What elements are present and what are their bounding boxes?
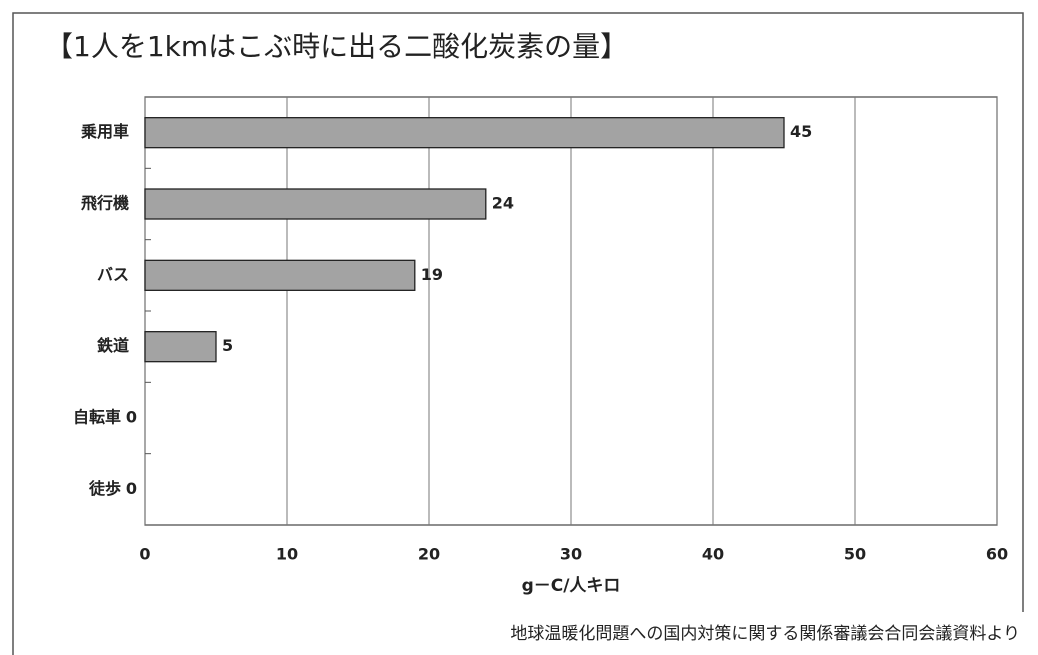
value-label: 45 [790,122,812,141]
source-note: 地球温暖化問題への国内対策に関する関係審議会合同会議資料より [510,624,1020,644]
bar [144,188,487,220]
x-tick-label: 20 [418,545,440,564]
bar [144,117,785,149]
value-label: 0 [126,479,137,498]
category-label: 自転車 [73,408,121,427]
x-axis-label: g－C/人キロ [522,576,621,596]
x-tick-label: 30 [560,545,582,564]
x-tick-label: 50 [844,545,866,564]
x-tick-label: 0 [139,545,150,564]
frame [12,12,1024,655]
value-label: 19 [421,265,443,284]
x-tick-label: 40 [702,545,724,564]
x-tick-label: 10 [276,545,298,564]
bar [144,259,416,291]
category-label: 飛行機 [80,194,129,213]
chart-title: 【1人を1kmはこぶ時に出る二酸化炭素の量】 [45,30,628,63]
category-label: 鉄道 [97,336,129,355]
category-label: 乗用車 [81,122,129,141]
value-label: 24 [492,194,514,213]
bar [144,331,217,363]
category-label: 徒歩 [88,479,121,498]
x-tick-label: 60 [986,545,1008,564]
value-label: 5 [222,336,233,355]
category-label: バス [97,265,129,284]
value-label: 0 [126,408,137,427]
